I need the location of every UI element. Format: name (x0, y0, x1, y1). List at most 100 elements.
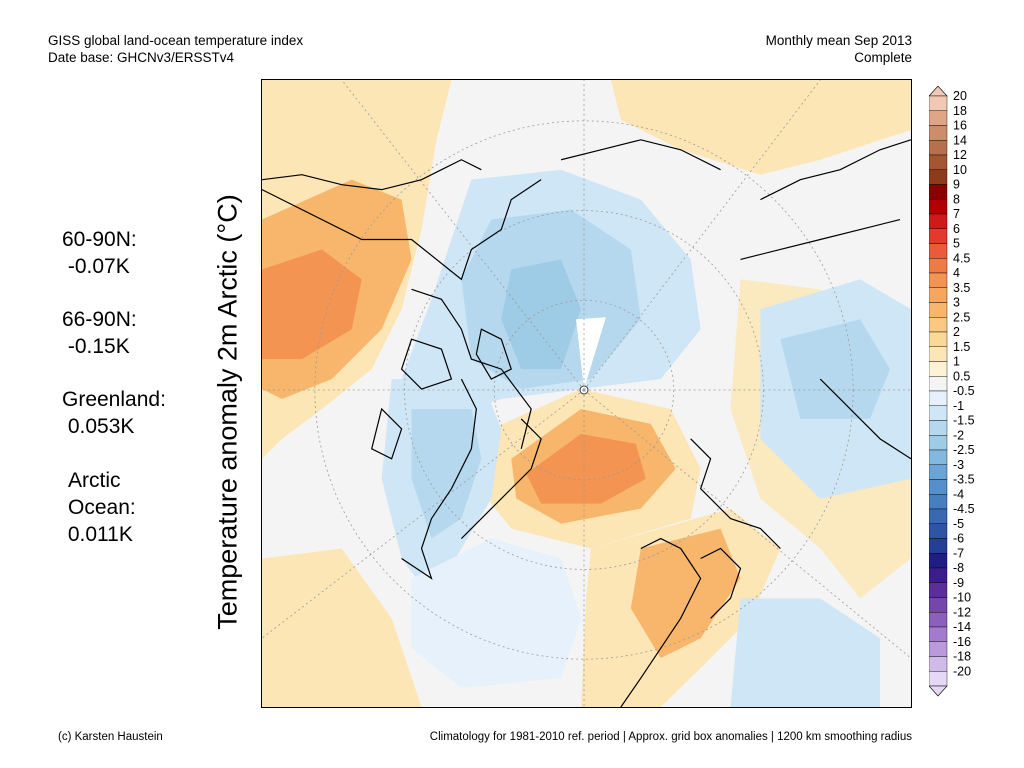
stat-66-90n: 66-90N: -0.15K (62, 306, 137, 360)
colorbar-swatch (929, 479, 948, 495)
colorbar-tick-label: -10 (953, 591, 971, 605)
graticule (262, 80, 911, 707)
title-line1: GISS global land-ocean temperature index (48, 33, 304, 48)
header-left: GISS global land-ocean temperature index… (48, 32, 303, 66)
colorbar-tick-label: 0.5 (953, 369, 970, 383)
colorbar-tick-label: 3 (953, 296, 960, 310)
colorbar-tick-label: -2 (953, 428, 964, 442)
colorbar-swatch (929, 184, 948, 200)
colorbar-bottom-arrow (929, 685, 948, 697)
warm-region-southwest (262, 548, 422, 707)
colorbar-tick-label: 7 (953, 207, 960, 221)
stat-greenland: Greenland: 0.053K (62, 386, 166, 440)
stat-value: -0.07K (62, 255, 130, 278)
colorbar-tick-label: -5 (953, 517, 964, 531)
colorbar-tick-label: -1 (953, 399, 964, 413)
colorbar-top-arrow (929, 86, 948, 97)
colorbar-tick-label: -6 (953, 532, 964, 546)
colorbar-swatch (929, 110, 948, 126)
colorbar-swatch (929, 376, 948, 392)
colorbar-swatch (929, 390, 948, 406)
header-right: Monthly mean Sep 2013 Complete (766, 32, 912, 66)
colorbar: 201816141210987654.543.532.521.510.5-0.5… (929, 86, 975, 697)
stat-value: -0.15K (62, 335, 130, 358)
colorbar-swatch (929, 641, 948, 657)
colorbar-swatch (929, 361, 948, 377)
colorbar-tick-label: 8 (953, 192, 960, 206)
stat-60-90n: 60-90N: -0.07K (62, 226, 137, 280)
arctic-anomaly-map (261, 79, 912, 708)
colorbar-tick-label: 4.5 (953, 251, 970, 265)
colorbar-tick-label: 14 (953, 133, 967, 147)
colorbar-swatch (929, 582, 948, 598)
colorbar-tick-label: 20 (953, 89, 967, 103)
stat-label: 66-90N: (62, 308, 137, 331)
stat-label: Greenland: (62, 388, 166, 411)
colorbar-tick-label: 16 (953, 119, 967, 133)
stat-label2: Ocean: (68, 496, 136, 519)
warm-region-canada-hot (262, 249, 362, 360)
colorbar-swatch (929, 671, 948, 687)
colorbar-tick-label: 1.5 (953, 340, 970, 354)
colorbar-swatch (929, 287, 948, 303)
colorbar-swatch (929, 494, 948, 510)
colorbar-swatch (929, 125, 948, 141)
colorbar-tick-label: -1.5 (953, 414, 975, 428)
colorbar-swatch (929, 199, 948, 215)
warm-region-siberia (610, 80, 911, 175)
colorbar-tick-label: -16 (953, 635, 971, 649)
colorbar-tick-label: 12 (953, 148, 967, 162)
colorbar-tick-label: 2 (953, 325, 960, 339)
colorbar-swatch (929, 272, 948, 288)
colorbar-swatch (929, 553, 948, 569)
colorbar-tick-label: -12 (953, 605, 971, 619)
colorbar-swatch (929, 258, 948, 274)
colorbar-swatch (929, 464, 948, 480)
cool-region-atlantic (411, 538, 582, 689)
warm-region-scandinavia-core (630, 528, 741, 659)
cool-region-greenland-core (411, 408, 482, 539)
colorbar-tick-label: -9 (953, 576, 964, 590)
footer-credit: (c) Karsten Haustein (58, 731, 163, 743)
stat-value: 0.053K (62, 415, 135, 438)
stat-value: 0.011K (62, 523, 133, 546)
colorbar-swatch (929, 597, 948, 613)
colorbar-swatch (929, 435, 948, 451)
colorbar-tick-label: 6 (953, 222, 960, 236)
colorbar-swatch (929, 154, 948, 170)
footer-notes: Climatology for 1981-2010 ref. period | … (429, 731, 912, 743)
stat-label: 60-90N: (62, 228, 137, 251)
colorbar-tick-label: -3 (953, 458, 964, 472)
colorbar-tick-label: 9 (953, 178, 960, 192)
period-line2: Complete (854, 50, 912, 65)
colorbar-swatch (929, 449, 948, 465)
colorbar-tick-label: -18 (953, 650, 971, 664)
coastlines (262, 139, 911, 707)
colorbar-swatch (929, 405, 948, 421)
colorbar-tick-label: -3.5 (953, 473, 975, 487)
colorbar-tick-label: -2.5 (953, 443, 975, 457)
title-line2: Date base: GHCNv3/ERSSTv4 (48, 50, 235, 65)
colorbar-swatch (929, 626, 948, 642)
colorbar-tick-label: -20 (953, 664, 971, 678)
colorbar-swatch (929, 612, 948, 628)
colorbar-swatch (929, 302, 948, 318)
colorbar-swatch (929, 567, 948, 583)
colorbar-swatch (929, 140, 948, 156)
colorbar-swatch (929, 317, 948, 333)
colorbar-swatch (929, 656, 948, 672)
colorbar-tick-label: 18 (953, 104, 967, 118)
colorbar-swatch (929, 508, 948, 524)
colorbar-swatch (929, 523, 948, 539)
colorbar-tick-label: 2.5 (953, 310, 970, 324)
colorbar-swatch (929, 228, 948, 244)
colorbar-swatch (929, 538, 948, 554)
cool-region-arctic-deep (501, 259, 582, 370)
colorbar-tick-label: 5 (953, 237, 960, 251)
colorbar-swatch (929, 346, 948, 362)
colorbar-tick-label: -7 (953, 546, 964, 560)
cool-region-southeast (730, 598, 881, 707)
pole-data-gap (576, 317, 606, 390)
warm-region-greenland-sea-hot (526, 433, 646, 504)
stat-arctic-ocean: Arctic Ocean: 0.011K (68, 467, 136, 548)
